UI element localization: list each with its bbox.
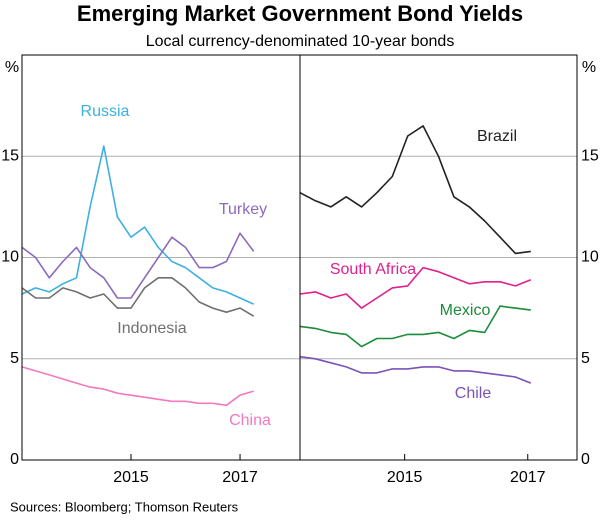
x-tick-label: 2015 bbox=[113, 469, 149, 486]
x-tick-label: 2017 bbox=[510, 469, 546, 486]
series-label: China bbox=[229, 412, 271, 429]
y-tick-label: 5 bbox=[10, 350, 19, 367]
source-note: Sources: Bloomberg; Thomson Reuters bbox=[10, 499, 239, 514]
series-label: Chile bbox=[455, 385, 492, 402]
series-line bbox=[21, 232, 255, 299]
series-line bbox=[299, 305, 531, 348]
y-tick-label: 10 bbox=[1, 249, 19, 266]
y-tick-label: 10 bbox=[581, 249, 599, 266]
series-line bbox=[299, 125, 531, 255]
chart-title: Emerging Market Government Bond Yields bbox=[77, 1, 523, 26]
series-line bbox=[21, 366, 254, 407]
series-line bbox=[21, 277, 255, 317]
series-line bbox=[299, 266, 532, 309]
series-label: Brazil bbox=[477, 128, 517, 145]
series-label: Indonesia bbox=[117, 320, 186, 337]
y-unit: % bbox=[582, 59, 596, 76]
y-tick-label: 15 bbox=[1, 147, 19, 164]
series-label: South Africa bbox=[330, 261, 416, 278]
y-tick-label: 0 bbox=[10, 451, 19, 468]
y-tick-label: 5 bbox=[581, 350, 590, 367]
y-tick-label: 15 bbox=[581, 147, 599, 164]
y-tick-label: 0 bbox=[581, 451, 590, 468]
series-label: Turkey bbox=[219, 201, 267, 218]
x-tick-label: 2017 bbox=[222, 469, 258, 486]
chart-subtitle: Local currency-denominated 10-year bonds bbox=[146, 33, 455, 50]
series-line bbox=[299, 355, 532, 384]
y-unit: % bbox=[5, 59, 19, 76]
x-tick-label: 2015 bbox=[387, 469, 423, 486]
series-label: Russia bbox=[81, 103, 130, 120]
series-line bbox=[21, 145, 255, 305]
series-label: Mexico bbox=[440, 302, 491, 319]
